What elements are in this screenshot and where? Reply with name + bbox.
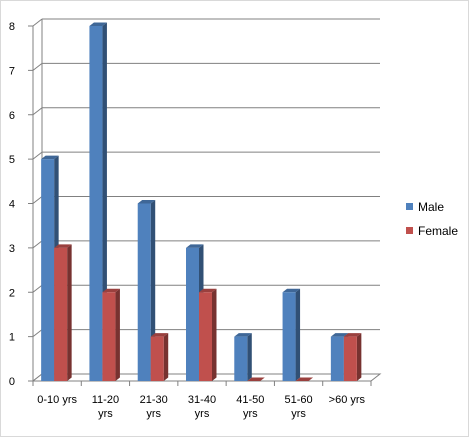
bar-top-male xyxy=(89,22,107,26)
bar-top-male xyxy=(234,333,252,337)
x-tick-label: >60 yrs xyxy=(329,394,366,406)
bar-side-female xyxy=(163,333,169,381)
bar-top-male xyxy=(41,155,59,160)
bar-side-male xyxy=(247,333,252,381)
bar-top-male xyxy=(282,288,301,293)
x-tick-label: 51-60 xyxy=(285,394,313,406)
bar-side-female xyxy=(356,333,362,381)
bar-male xyxy=(89,26,103,381)
legend-swatch-male xyxy=(406,203,413,210)
bar-top-male xyxy=(186,244,204,248)
bar-male xyxy=(41,159,55,381)
legend-swatch-female xyxy=(406,227,413,234)
bar-female xyxy=(199,292,212,381)
y-tick-label: 2 xyxy=(9,287,15,299)
y-tick-label: 3 xyxy=(9,243,15,255)
bar-top-female xyxy=(199,288,217,293)
bar-female xyxy=(150,336,164,381)
x-tick-label: yrs xyxy=(146,408,161,420)
gridline-side xyxy=(32,151,43,160)
legend-label-male: Male xyxy=(418,200,444,214)
bar-side-female xyxy=(115,288,120,381)
x-tick-label: 21-30 xyxy=(140,394,168,406)
gridline-side xyxy=(32,329,43,338)
y-tick-label: 7 xyxy=(9,65,15,77)
x-tick-label: yrs xyxy=(291,408,306,420)
bar-top-male xyxy=(330,333,349,337)
bar-male xyxy=(137,203,151,381)
y-tick-label: 0 xyxy=(9,376,15,388)
bar-female xyxy=(343,336,357,381)
x-tick-label: 0-10 yrs xyxy=(37,394,77,406)
bar-top-female xyxy=(295,377,314,381)
bar-male xyxy=(330,336,344,381)
x-tick-label: 31-40 xyxy=(188,394,216,406)
gridline-side xyxy=(32,107,43,116)
bar-top-female xyxy=(247,377,265,381)
bar-top-female xyxy=(150,333,169,337)
bar-male xyxy=(186,247,199,381)
bar-female xyxy=(102,292,116,381)
x-tick-label: yrs xyxy=(243,408,258,420)
bar-top-female xyxy=(343,333,362,337)
x-tick-label: yrs xyxy=(98,408,113,420)
x-tick-label: yrs xyxy=(195,408,210,420)
bar-top-female xyxy=(102,288,120,293)
gridline-side xyxy=(32,62,43,71)
bar-male xyxy=(282,292,296,381)
bar-side-female xyxy=(212,288,217,381)
gridline-side xyxy=(32,284,43,293)
y-tick-label: 6 xyxy=(9,110,15,122)
gridline-side xyxy=(32,196,43,204)
y-tick-label: 5 xyxy=(9,154,15,166)
bar-top-female xyxy=(54,244,72,248)
y-tick-label: 4 xyxy=(9,199,15,211)
gridline-side xyxy=(32,18,43,27)
y-tick-label: 1 xyxy=(9,332,15,344)
gridline-side xyxy=(32,240,43,249)
x-tick-label: 41-50 xyxy=(236,394,264,406)
legend-label-female: Female xyxy=(418,224,458,238)
y-tick-label: 8 xyxy=(9,21,15,33)
bar-top-male xyxy=(137,200,156,204)
bar-male xyxy=(234,336,248,381)
bar-side-male xyxy=(295,288,301,381)
bar-female xyxy=(54,247,68,381)
bar-side-female xyxy=(67,244,72,381)
x-tick-label: 11-20 xyxy=(92,394,119,406)
